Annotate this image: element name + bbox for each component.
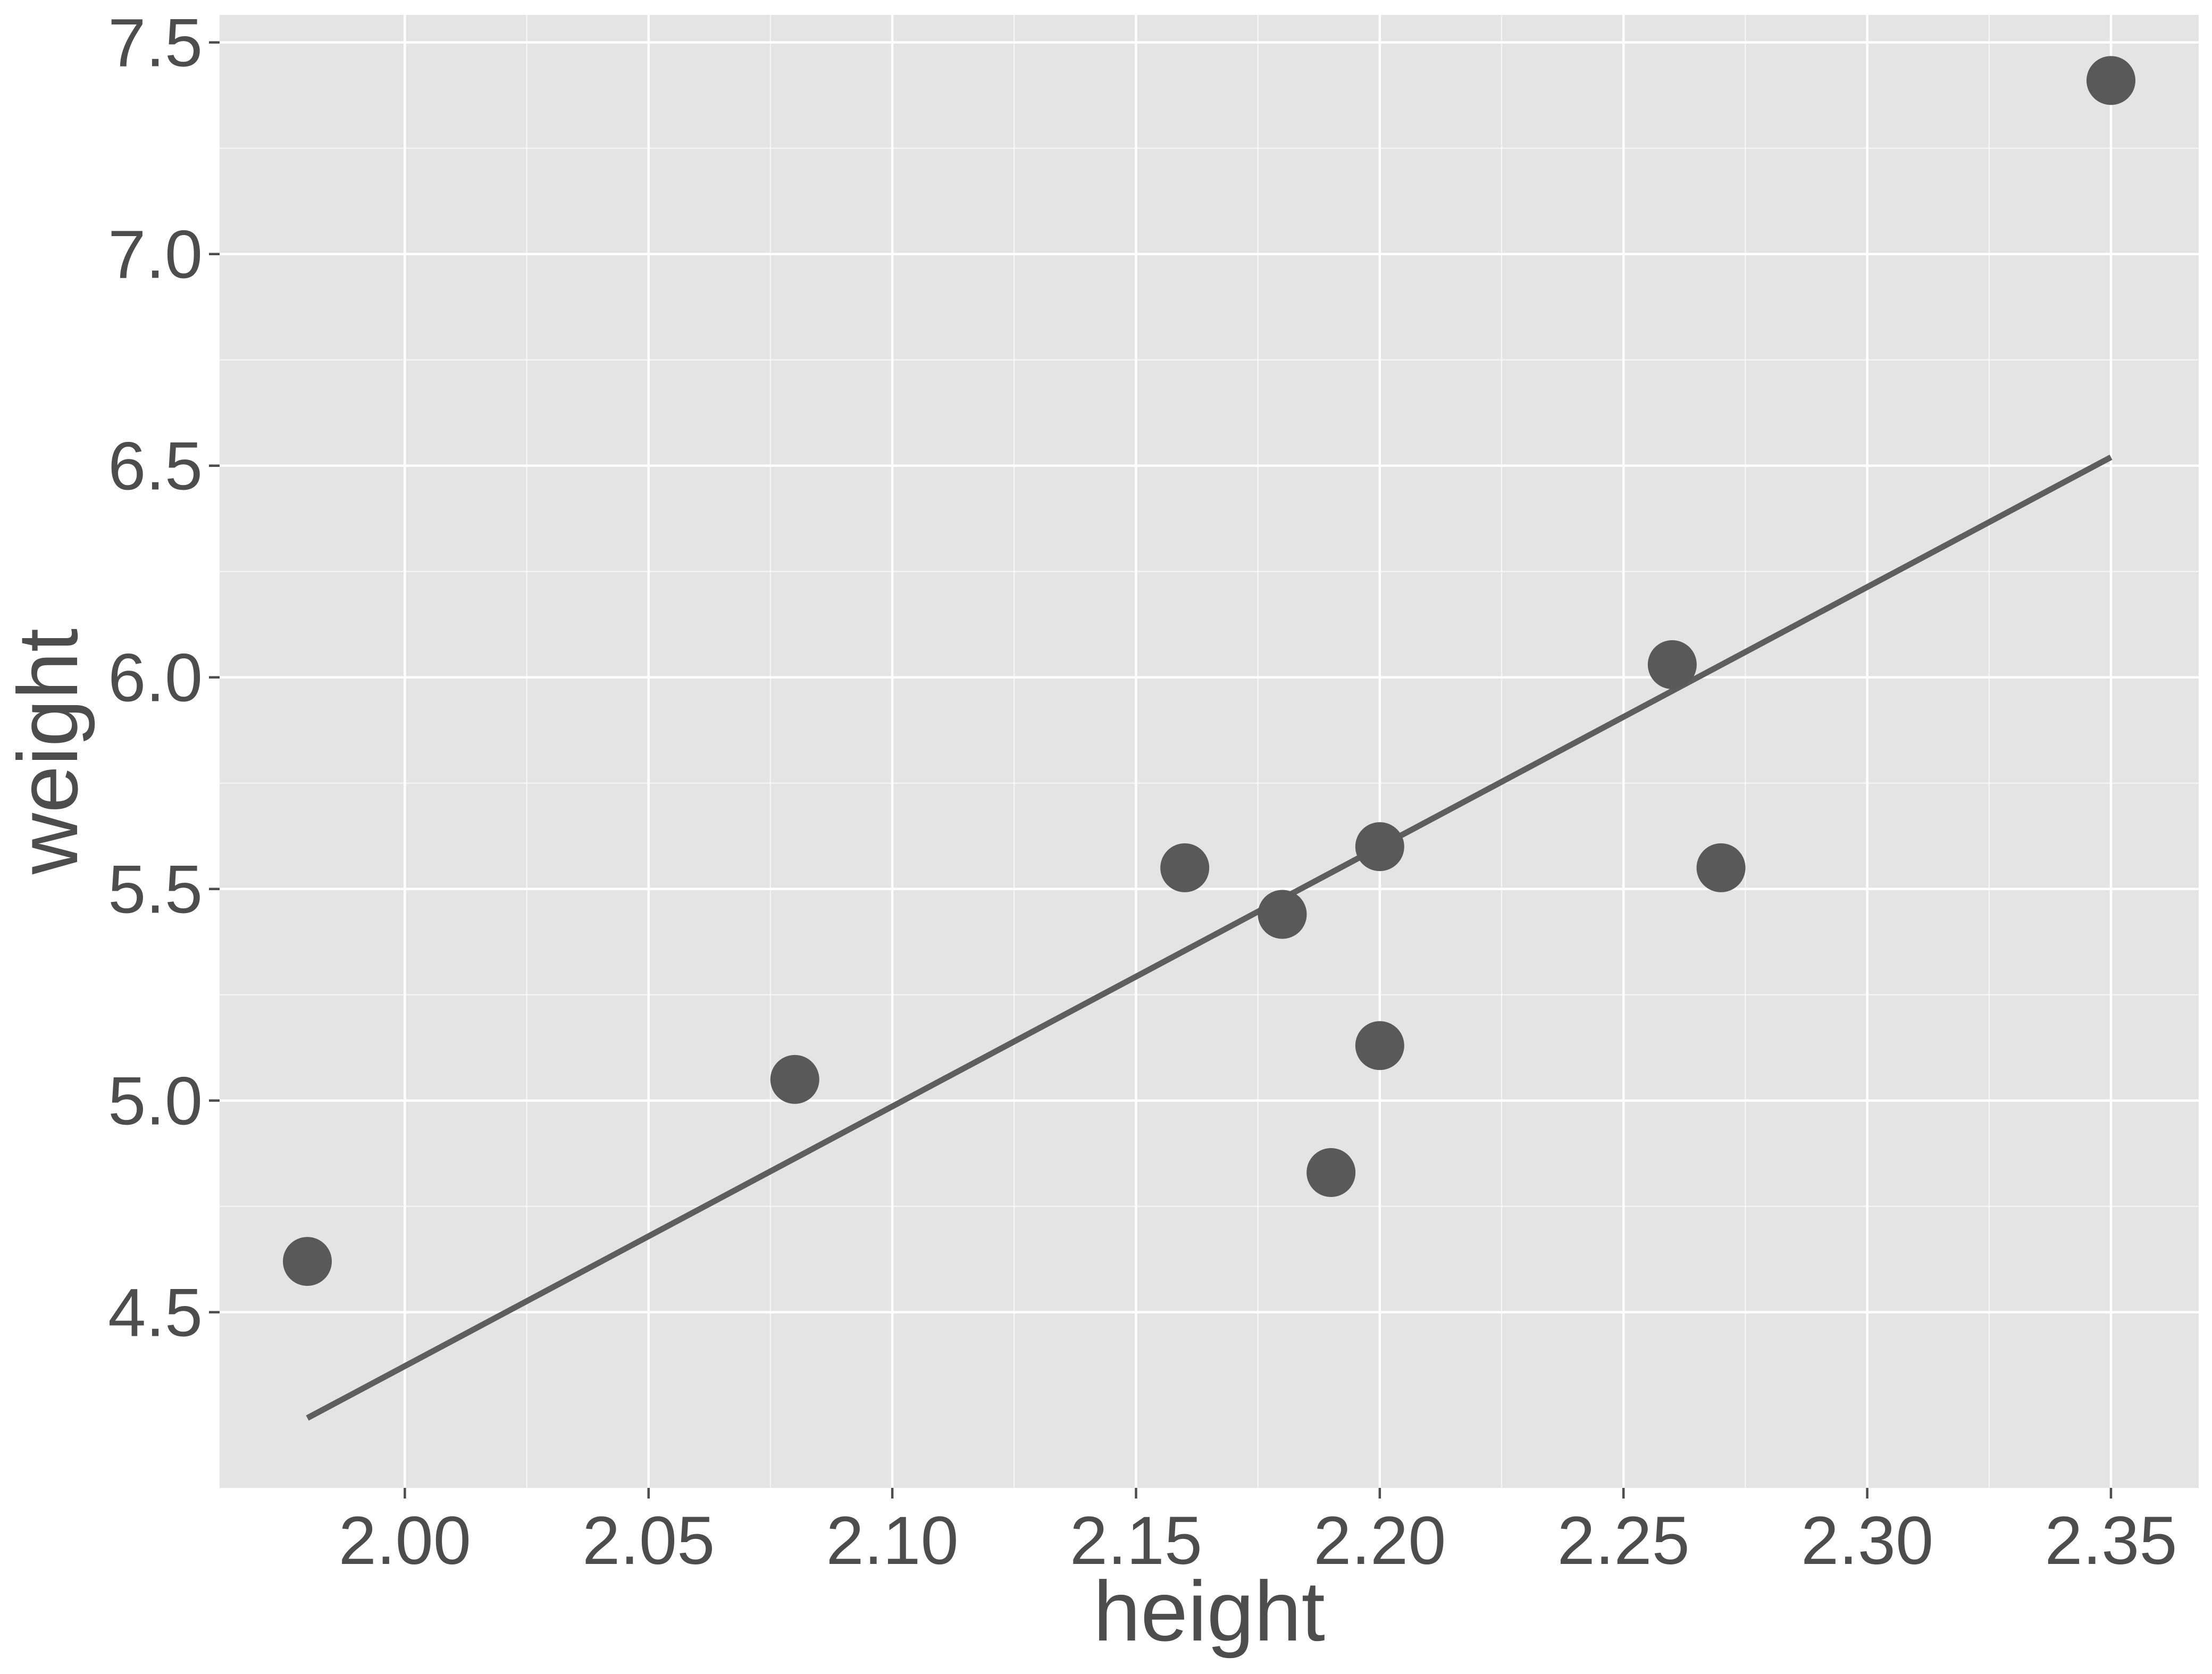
y-tick-label: 5.0	[108, 1064, 203, 1140]
y-axis-title: weight	[0, 629, 95, 875]
x-tick-label: 2.00	[339, 1503, 471, 1579]
x-tick-label: 2.15	[1070, 1503, 1202, 1579]
x-tick-label: 2.30	[1801, 1503, 1933, 1579]
points-layer	[283, 56, 2135, 1286]
y-axis: 4.5 5.0 5.5 6.0 6.5 7.0 7.5	[108, 5, 220, 1351]
data-point	[1696, 843, 1746, 892]
y-tick-label: 6.5	[108, 429, 203, 505]
minor-gridlines	[220, 15, 2199, 1488]
x-tick-label: 2.20	[1313, 1503, 1446, 1579]
major-gridlines	[220, 15, 2199, 1488]
data-point	[770, 1054, 819, 1104]
x-tick-label: 2.25	[1557, 1503, 1690, 1579]
x-axis: 2.00 2.05 2.10 2.15 2.20 2.25 2.30 2.35	[339, 1488, 2177, 1579]
plot-panel	[220, 15, 2199, 1488]
data-point	[1258, 890, 1307, 939]
x-axis-title: height	[1093, 1563, 1325, 1659]
data-point	[1355, 1021, 1404, 1070]
y-tick-label: 7.0	[108, 217, 203, 293]
data-point	[1160, 843, 1210, 892]
data-point	[1306, 1148, 1356, 1197]
x-tick-label: 2.10	[826, 1503, 959, 1579]
data-point	[1647, 640, 1697, 689]
y-tick-label: 6.0	[108, 640, 203, 716]
y-tick-label: 4.5	[108, 1275, 203, 1351]
data-point	[2086, 56, 2135, 105]
regression-line	[306, 454, 2113, 1421]
fit-line-layer	[306, 454, 2113, 1421]
x-tick-label: 2.35	[2045, 1503, 2177, 1579]
data-point	[1355, 822, 1404, 872]
y-tick-label: 7.5	[108, 5, 203, 81]
y-tick-label: 5.5	[108, 852, 203, 928]
data-point	[283, 1237, 332, 1286]
x-tick-label: 2.05	[582, 1503, 715, 1579]
